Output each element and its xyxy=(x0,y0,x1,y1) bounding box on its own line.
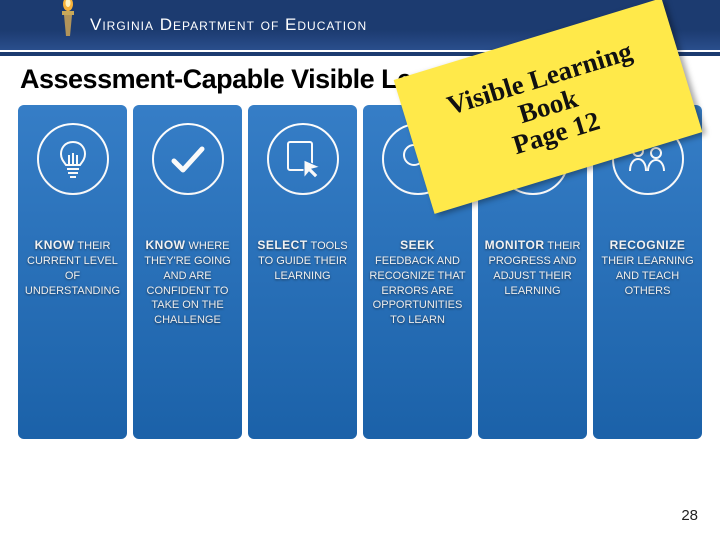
column-text: SEEK FEEDBACK AND RECOGNIZE THAT ERRORS … xyxy=(367,237,468,328)
select-tool-icon xyxy=(267,123,339,195)
column-text: SELECT TOOLS TO GUIDE THEIR LEARNING xyxy=(252,237,353,284)
torch-icon xyxy=(58,0,78,40)
checkmark-icon xyxy=(152,123,224,195)
column-select-tools: SELECT TOOLS TO GUIDE THEIR LEARNING xyxy=(248,105,357,439)
column-text: KNOW THEIR CURRENT LEVEL OF UNDERSTANDIN… xyxy=(22,237,123,298)
column-know-level: KNOW THEIR CURRENT LEVEL OF UNDERSTANDIN… xyxy=(18,105,127,439)
column-text: RECOGNIZE THEIR LEARNING AND TEACH OTHER… xyxy=(597,237,698,298)
lightbulb-icon xyxy=(37,123,109,195)
column-text: KNOW WHERE THEY'RE GOING AND ARE CONFIDE… xyxy=(137,237,238,328)
column-know-where: KNOW WHERE THEY'RE GOING AND ARE CONFIDE… xyxy=(133,105,242,439)
column-text: MONITOR THEIR PROGRESS AND ADJUST THEIR … xyxy=(482,237,583,298)
department-label: Virginia Department of Education xyxy=(70,15,367,35)
page-number: 28 xyxy=(681,507,698,524)
